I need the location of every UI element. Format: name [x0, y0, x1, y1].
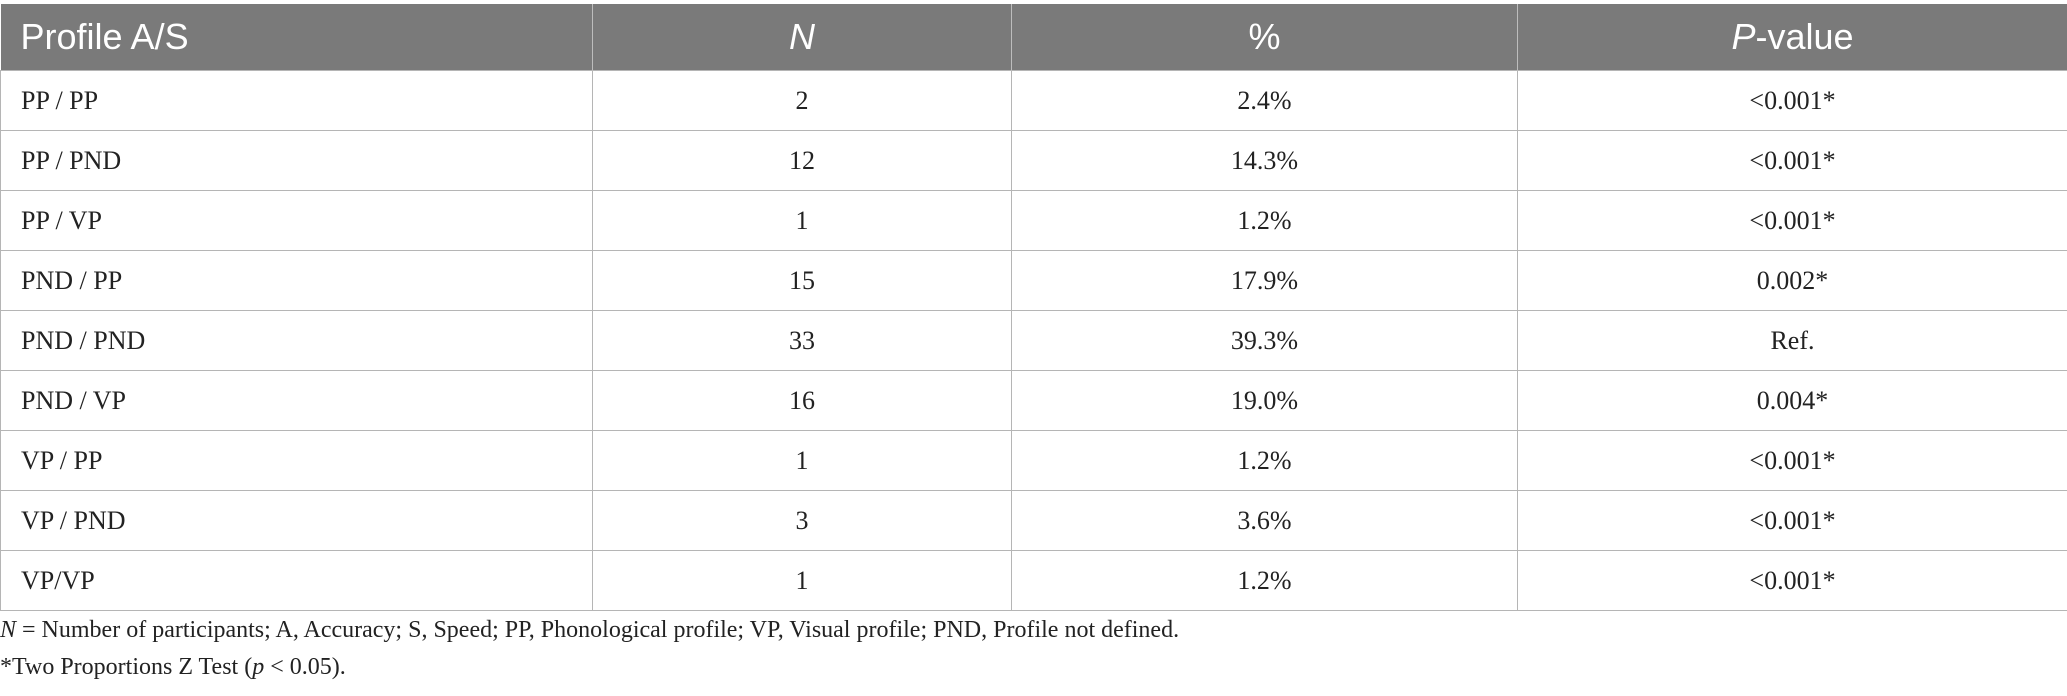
- table-row: VP / PP 1 1.2% <0.001*: [0, 430, 2067, 491]
- cell-p-value: <0.001*: [1517, 430, 2067, 491]
- header-n: N: [592, 4, 1012, 71]
- table-row: PP / PND 12 14.3% <0.001*: [0, 130, 2067, 191]
- header-n-label: N: [789, 16, 815, 57]
- footnote-p-italic: p: [252, 654, 265, 680]
- cell-p-value: <0.001*: [1517, 190, 2067, 251]
- cell-n: 1: [592, 550, 1012, 611]
- cell-percent: 1.2%: [1011, 430, 1518, 491]
- table-row: PP / VP 1 1.2% <0.001*: [0, 190, 2067, 251]
- footnote-n-italic: N: [0, 617, 17, 643]
- cell-n: 33: [592, 310, 1012, 371]
- cell-profile: PP / PP: [0, 70, 593, 131]
- cell-n: 2: [592, 70, 1012, 131]
- cell-percent: 19.0%: [1011, 370, 1518, 431]
- table-row: PND / VP 16 19.0% 0.004*: [0, 370, 2067, 431]
- footnote-test-prefix: *Two Proportions Z Test (: [0, 654, 253, 680]
- cell-p-value: <0.001*: [1517, 70, 2067, 131]
- cell-n: 3: [592, 490, 1012, 551]
- cell-percent: 2.4%: [1011, 70, 1518, 131]
- table-row: PND / PP 15 17.9% 0.002*: [0, 250, 2067, 311]
- footnote-test-suffix: < 0.05).: [264, 654, 346, 680]
- footnote-test: *Two Proportions Z Test (p < 0.05).: [0, 649, 1179, 686]
- header-profile: Profile A/S: [0, 4, 593, 71]
- cell-p-value: <0.001*: [1517, 130, 2067, 191]
- table-row: PP / PP 2 2.4% <0.001*: [0, 70, 2067, 131]
- results-table-container: Profile A/S N % P-value PP / PP 2 2.4% <…: [0, 4, 2067, 611]
- header-p-italic: P: [1731, 16, 1756, 57]
- cell-p-value: Ref.: [1517, 310, 2067, 371]
- cell-p-value: <0.001*: [1517, 490, 2067, 551]
- cell-profile: PP / VP: [0, 190, 593, 251]
- cell-n: 1: [592, 190, 1012, 251]
- cell-percent: 17.9%: [1011, 250, 1518, 311]
- table-row: VP/VP 1 1.2% <0.001*: [0, 550, 2067, 611]
- cell-profile: PP / PND: [0, 130, 593, 191]
- cell-profile: VP / PND: [0, 490, 593, 551]
- cell-profile: VP/VP: [0, 550, 593, 611]
- cell-percent: 1.2%: [1011, 550, 1518, 611]
- footnote-abbreviations-text: = Number of participants; A, Accuracy; S…: [16, 617, 1180, 643]
- cell-profile: PND / PP: [0, 250, 593, 311]
- cell-p-value: <0.001*: [1517, 550, 2067, 611]
- table-footnotes: N = Number of participants; A, Accuracy;…: [0, 612, 1179, 686]
- cell-percent: 1.2%: [1011, 190, 1518, 251]
- cell-profile: PND / VP: [0, 370, 593, 431]
- table-row: VP / PND 3 3.6% <0.001*: [0, 490, 2067, 551]
- cell-n: 15: [592, 250, 1012, 311]
- cell-n: 12: [592, 130, 1012, 191]
- cell-percent: 14.3%: [1011, 130, 1518, 191]
- cell-p-value: 0.002*: [1517, 250, 2067, 311]
- header-p-rest: -value: [1755, 16, 1854, 57]
- cell-profile: PND / PND: [0, 310, 593, 371]
- cell-profile: VP / PP: [0, 430, 593, 491]
- table-header-row: Profile A/S N % P-value: [0, 4, 2067, 71]
- profile-results-table: Profile A/S N % P-value PP / PP 2 2.4% <…: [0, 4, 2067, 611]
- cell-n: 16: [592, 370, 1012, 431]
- cell-percent: 39.3%: [1011, 310, 1518, 371]
- cell-percent: 3.6%: [1011, 490, 1518, 551]
- header-p-value: P-value: [1517, 4, 2067, 71]
- cell-n: 1: [592, 430, 1012, 491]
- cell-p-value: 0.004*: [1517, 370, 2067, 431]
- header-percent: %: [1011, 4, 1518, 71]
- table-row: PND / PND 33 39.3% Ref.: [0, 310, 2067, 371]
- footnote-abbreviations: N = Number of participants; A, Accuracy;…: [0, 612, 1179, 649]
